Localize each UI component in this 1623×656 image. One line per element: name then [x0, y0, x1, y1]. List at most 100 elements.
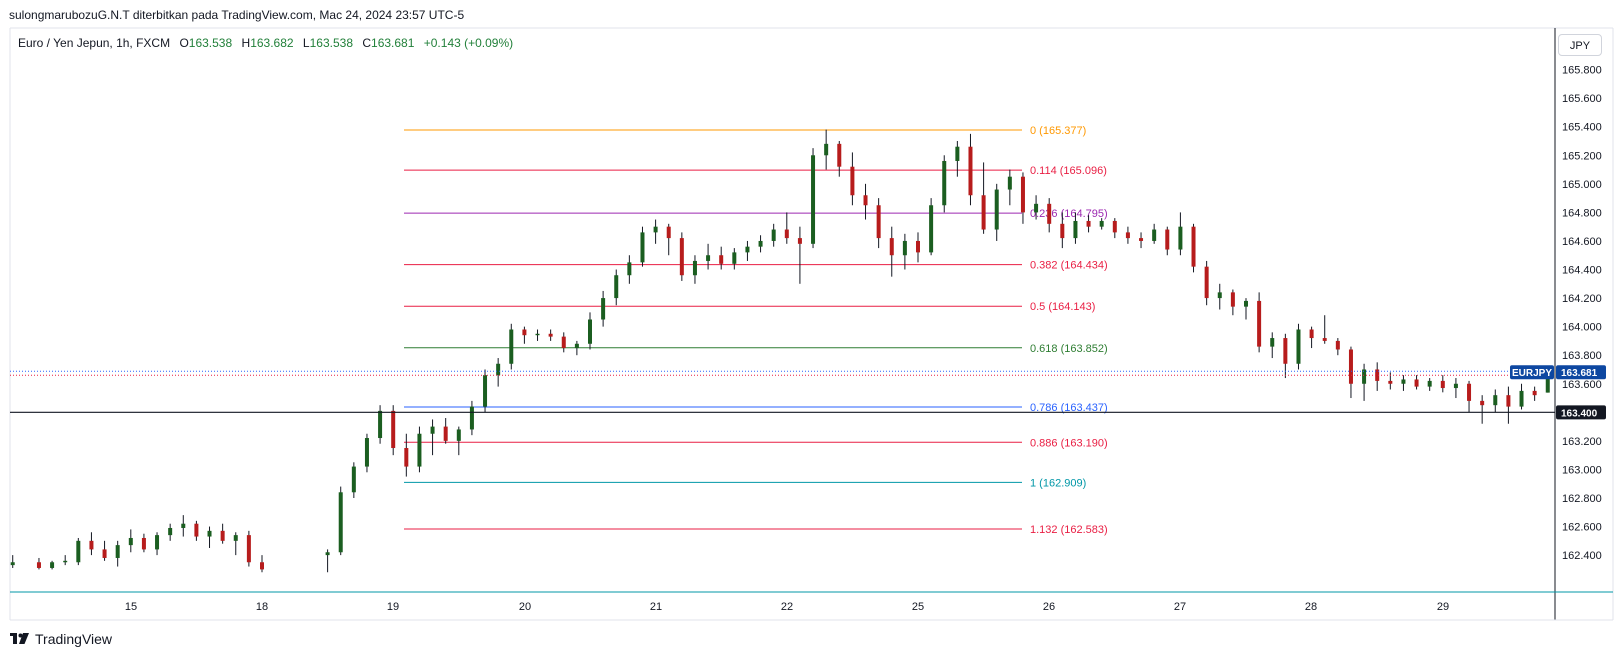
candle-body-6: [76, 540, 81, 563]
candle-15: [194, 520, 199, 541]
candle-body-113: [1532, 390, 1537, 396]
candle-103: [1401, 375, 1406, 391]
candle-body-54: [758, 240, 763, 247]
time-tick-9: 28: [1305, 601, 1317, 613]
candle-112: [1519, 383, 1524, 410]
candle-4: [50, 560, 55, 570]
candle-body-51: [719, 255, 724, 264]
candle-105: [1427, 378, 1432, 391]
candle-body-26: [391, 410, 396, 449]
fibonacci-retracement[interactable]: 0 (165.377) 0.114 (165.096) 0.236 (164.795…: [404, 125, 1108, 536]
candle-body-31: [456, 429, 461, 441]
close-value: 163.681: [371, 36, 415, 50]
candle-101: [1375, 362, 1380, 391]
price-tick-1: 165.600: [1562, 93, 1602, 105]
candle-74: [1020, 172, 1025, 224]
candle-body-48: [679, 238, 684, 276]
candle-14: [181, 515, 186, 537]
candle-33: [483, 369, 488, 413]
candle-body-79: [1086, 220, 1091, 227]
open-value: 163.538: [188, 36, 233, 50]
candle-97: [1322, 315, 1327, 344]
candle-body-93: [1270, 338, 1275, 347]
candle-12: [155, 532, 160, 556]
candle-body-8: [102, 549, 107, 558]
candle-16: [207, 526, 212, 548]
candle-body-62: [863, 195, 868, 206]
low-label: L: [302, 36, 310, 50]
price-tick-2: 165.400: [1562, 122, 1602, 134]
candle-60: [837, 140, 842, 177]
candle-106: [1440, 375, 1445, 393]
candle-body-45: [640, 232, 645, 263]
symbol-title[interactable]: Euro / Yen Jepun, 1h, FXCM: [18, 36, 171, 50]
candle-body-2: [10, 562, 15, 566]
candle-2: [10, 555, 15, 568]
candle-84: [1152, 223, 1157, 244]
candle-body-80: [1099, 220, 1104, 227]
candle-body-106: [1440, 380, 1445, 389]
candle-31: [456, 426, 461, 456]
candle-body-44: [627, 262, 632, 276]
candle-body-102: [1388, 380, 1393, 384]
candle-body-39: [561, 336, 566, 349]
candle-body-110: [1493, 395, 1498, 406]
candle-body-81: [1112, 220, 1117, 233]
currency-button[interactable]: JPY: [1558, 34, 1602, 56]
candle-70: [968, 133, 973, 206]
candle-77: [1060, 212, 1065, 249]
candle-99: [1348, 346, 1353, 399]
candle-6: [76, 537, 81, 566]
time-axis[interactable]: 15 18 19 20 21 22 25 26 27 28 29: [125, 601, 1449, 613]
candle-66: [916, 232, 920, 263]
candle-81: [1112, 218, 1117, 239]
candle-22: [338, 486, 343, 556]
candle-111: [1506, 386, 1511, 424]
fib-level-label-6: 0.786 (163.437): [1030, 402, 1108, 414]
candle-85: [1165, 226, 1170, 256]
candle-body-14: [181, 523, 186, 528]
candle-body-61: [850, 166, 855, 196]
candle-body-103: [1401, 379, 1406, 384]
candle-61: [850, 152, 855, 206]
symbol-legend[interactable]: Euro / Yen Jepun, 1h, FXCM O163.538 H163…: [18, 36, 513, 50]
high-label: H: [241, 36, 251, 50]
price-tick-13: 163.000: [1562, 464, 1602, 476]
horizontal-line-label[interactable]: 163.400: [1556, 405, 1606, 420]
candle-body-72: [994, 189, 999, 230]
publisher-caption: sulongmarubozuG.N.T diterbitkan pada Tra…: [9, 8, 465, 22]
candle-body-18: [233, 535, 238, 541]
time-tick-10: 29: [1437, 601, 1449, 613]
candle-83: [1139, 232, 1144, 249]
candle-92: [1257, 292, 1262, 353]
candle-body-10: [128, 537, 133, 546]
candle-62: [863, 183, 868, 220]
fib-level-label-3: 0.382 (164.434): [1030, 260, 1108, 272]
price-tick-3: 165.200: [1562, 150, 1602, 162]
candle-39: [561, 332, 566, 353]
candle-44: [627, 255, 632, 284]
candle-body-95: [1296, 329, 1301, 364]
price-badge[interactable]: EURJPY 163.681: [1510, 365, 1606, 380]
candle-body-16: [207, 530, 212, 537]
candle-56: [784, 212, 789, 244]
candle-body-23: [351, 466, 356, 493]
candle-body-41: [588, 319, 592, 344]
price-tick-15: 162.600: [1562, 522, 1602, 534]
candle-body-24: [364, 438, 369, 467]
fib-level-label-0: 0 (165.377): [1030, 125, 1086, 137]
tradingview-logo[interactable]: TradingView: [10, 631, 112, 647]
candle-body-67: [929, 205, 934, 253]
candle-87: [1191, 223, 1196, 273]
candle-body-5: [63, 560, 68, 563]
candle-24: [364, 433, 369, 473]
fib-level-label-4: 0.5 (164.143): [1030, 301, 1095, 313]
price-axis[interactable]: 165.800 165.600 165.400 165.200 165.000 164.8…: [1510, 65, 1606, 563]
candle-9: [115, 540, 120, 567]
candle-body-74: [1020, 176, 1025, 213]
candle-body-20: [260, 562, 264, 570]
candle-68: [942, 155, 947, 213]
candle-body-107: [1453, 383, 1458, 389]
time-tick-5: 22: [781, 601, 793, 613]
